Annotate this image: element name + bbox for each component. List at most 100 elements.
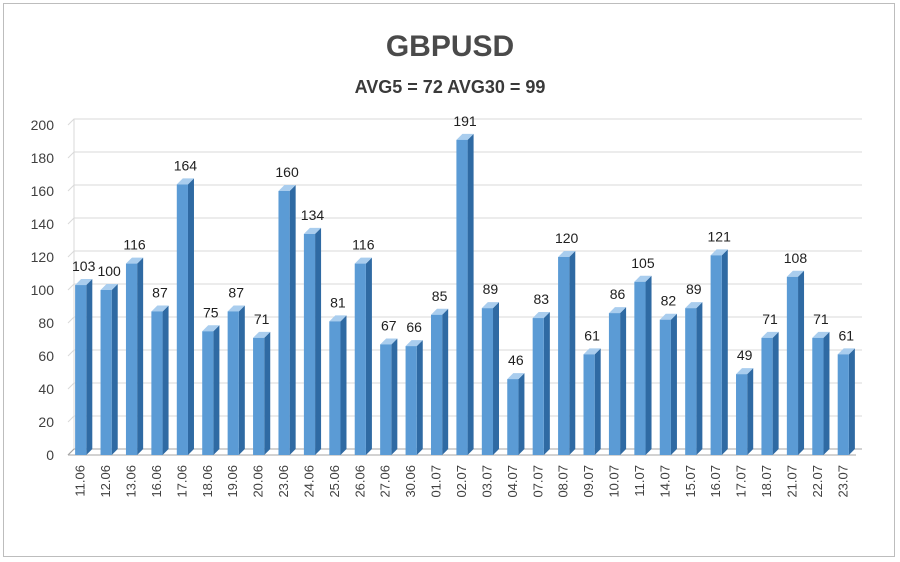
bar-front [176, 184, 188, 455]
data-label: 116 [352, 237, 375, 253]
bar-front [532, 318, 544, 455]
x-tick-label: 18.06 [200, 465, 215, 498]
bar-side [238, 305, 245, 455]
data-label: 71 [813, 311, 829, 327]
y-tick-label: 120 [31, 249, 55, 265]
data-label: 81 [330, 294, 346, 310]
y-tick-label: 80 [38, 315, 54, 331]
x-tick-label: 17.07 [734, 465, 749, 498]
bar-side [670, 313, 677, 455]
bar-front [456, 139, 468, 455]
bar-front [685, 308, 697, 455]
bar [278, 185, 296, 455]
x-tick-label: 11.07 [632, 465, 647, 497]
bar [659, 313, 677, 455]
data-label: 164 [174, 157, 198, 173]
gridline [67, 250, 862, 258]
bar-side [518, 373, 525, 455]
bar [253, 331, 271, 455]
bar [812, 331, 830, 455]
x-tick-label: 10.07 [607, 465, 622, 498]
bar-top [278, 185, 296, 191]
bar-side [162, 305, 169, 455]
bar-front [608, 313, 621, 455]
bar [202, 325, 220, 455]
data-label: 105 [631, 255, 655, 271]
bar-front [812, 337, 824, 455]
x-tick-label: 16.07 [708, 465, 723, 498]
bar-side [315, 227, 322, 455]
gridline [67, 151, 862, 159]
bar-side [798, 270, 805, 455]
bar-top [253, 331, 271, 338]
x-tick-label: 20.06 [251, 465, 266, 498]
bar-side [772, 331, 779, 455]
gridline [67, 118, 862, 126]
bar [786, 270, 805, 455]
x-tick-label: 30.06 [403, 465, 418, 498]
bar-side [111, 284, 118, 455]
bar [405, 340, 423, 455]
bar-top [430, 308, 449, 315]
bar-top [202, 325, 220, 332]
y-tick-label: 140 [31, 216, 55, 232]
x-tick-label: 03.07 [479, 465, 494, 498]
x-tick-label: 23.06 [276, 465, 291, 498]
bar [634, 275, 652, 455]
bar-front [430, 314, 443, 455]
bar-front [507, 379, 519, 455]
data-label: 191 [453, 113, 477, 129]
data-label: 67 [381, 317, 397, 333]
x-tick-label: 09.07 [581, 465, 596, 498]
bar [558, 251, 576, 455]
bar-top [125, 257, 144, 264]
y-tick-label: 0 [46, 447, 54, 463]
bar-top [507, 373, 525, 380]
data-label: 116 [123, 237, 146, 253]
bar-top [736, 368, 754, 375]
bar-front [659, 319, 671, 455]
bar-side [823, 331, 830, 455]
bar-side [340, 315, 347, 455]
bar [456, 133, 474, 455]
x-tick-label: 11.06 [73, 465, 88, 497]
bar-front [710, 255, 722, 455]
x-tick-label: 07.07 [530, 465, 545, 498]
y-tick-label: 40 [38, 381, 54, 397]
bar-side [391, 338, 398, 455]
bar-front [761, 337, 773, 455]
bar [685, 302, 703, 455]
x-tick-label: 13.06 [124, 465, 139, 498]
x-tick-label: 23.07 [835, 465, 850, 498]
bar-top [151, 305, 169, 312]
x-tick-label: 14.07 [657, 465, 672, 498]
bar-top [583, 348, 601, 355]
bar-front [329, 321, 341, 455]
bar-side [86, 279, 93, 455]
bar-side [416, 340, 423, 455]
x-tick-label: 02.07 [454, 465, 469, 498]
bar-front [202, 331, 214, 455]
gridline [67, 316, 862, 324]
data-label: 75 [203, 304, 219, 320]
x-tick-label: 12.06 [98, 465, 113, 498]
x-tick-label: 17.06 [174, 465, 189, 498]
bar [583, 348, 601, 455]
bar-top [837, 348, 855, 355]
bar-side [747, 368, 754, 455]
bar [608, 307, 627, 455]
bar-top [786, 270, 805, 277]
data-label: 120 [555, 230, 579, 246]
bar [532, 312, 550, 455]
data-label: 71 [762, 311, 778, 327]
bar-top [329, 315, 347, 322]
bar-front [405, 346, 417, 455]
data-label: 83 [533, 291, 549, 307]
bar-top [354, 257, 372, 264]
data-label: 87 [228, 284, 244, 300]
data-label: 61 [584, 327, 600, 343]
bar-front [634, 281, 646, 455]
bar-top [812, 331, 830, 338]
bar-front [75, 285, 87, 455]
